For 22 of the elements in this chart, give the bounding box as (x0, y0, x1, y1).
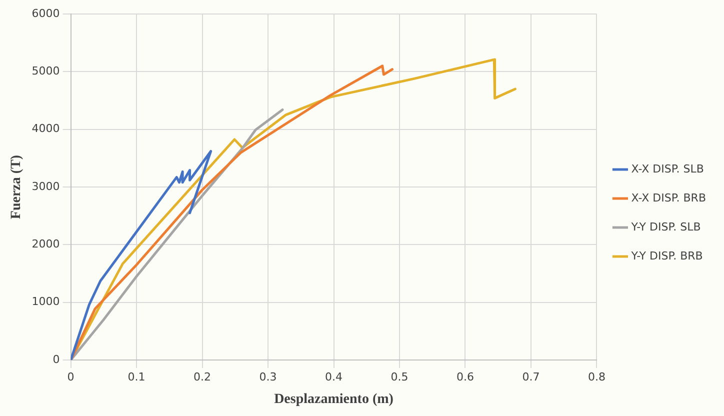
legend-label: X-X DISP. BRB (631, 191, 706, 204)
legend-label: X-X DISP. SLB (631, 162, 704, 176)
x-tick-label: 0.1 (128, 370, 146, 384)
y-tick-label: 0 (52, 352, 60, 366)
y-axis-title: Fuerza (T) (9, 154, 24, 220)
x-tick-label: 0.3 (259, 370, 277, 384)
y-tick-label: 5000 (32, 64, 60, 78)
x-tick-label: 0.2 (194, 370, 212, 384)
y-tick-label: 3000 (32, 180, 60, 193)
x-tick-label: 0.8 (588, 370, 606, 384)
x-tick-label: 0.5 (390, 370, 408, 384)
y-tick-label: 4000 (32, 122, 60, 136)
x-tick-label: 0.7 (522, 370, 540, 384)
y-tick-label: 1000 (32, 295, 60, 308)
x-axis-title: Desplazamiento (m) (274, 392, 394, 408)
x-tick-label: 0 (67, 370, 74, 384)
legend-label: Y-Y DISP. SLB (630, 220, 701, 234)
y-tick-label: 6000 (32, 6, 60, 20)
x-tick-label: 0.4 (325, 370, 343, 384)
legend-label: Y-Y DISP. BRB (630, 249, 703, 262)
x-tick-label: 0.6 (456, 370, 474, 384)
y-tick-label: 2000 (32, 238, 60, 251)
